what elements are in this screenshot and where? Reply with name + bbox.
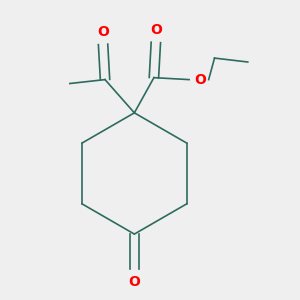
Text: O: O <box>128 275 140 289</box>
Text: O: O <box>194 73 206 87</box>
Text: O: O <box>150 22 162 37</box>
Text: O: O <box>97 25 109 38</box>
